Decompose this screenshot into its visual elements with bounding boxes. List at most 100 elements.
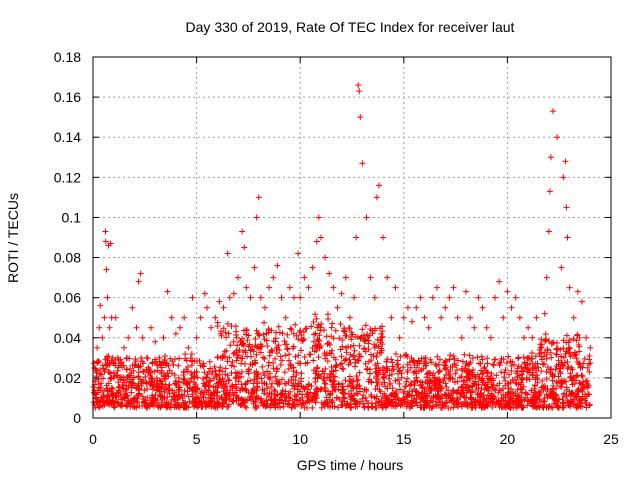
data-point	[442, 304, 449, 311]
data-point	[434, 353, 441, 360]
data-point	[224, 358, 231, 365]
data-point	[467, 359, 474, 366]
data-point	[217, 328, 224, 335]
data-point	[110, 369, 117, 376]
data-point	[484, 355, 491, 362]
data-point	[557, 370, 564, 377]
data-point	[207, 399, 214, 406]
data-point	[421, 314, 428, 321]
data-point	[128, 389, 135, 396]
data-point	[373, 373, 380, 380]
data-point	[128, 384, 135, 391]
data-point	[396, 380, 403, 387]
data-point	[135, 369, 142, 376]
data-point	[346, 314, 353, 321]
data-point	[97, 302, 104, 309]
data-point	[573, 337, 580, 344]
data-point	[488, 370, 495, 377]
data-point	[100, 375, 107, 382]
data-point	[192, 389, 199, 396]
data-point	[428, 359, 435, 366]
data-point	[347, 404, 354, 411]
data-point	[494, 382, 501, 389]
data-point	[148, 324, 155, 331]
y-tick-label: 0.1	[62, 209, 82, 225]
data-point	[541, 360, 548, 367]
data-point	[352, 356, 359, 363]
data-point	[157, 377, 164, 384]
data-point	[366, 366, 373, 373]
data-point	[392, 351, 399, 358]
data-point	[250, 380, 257, 387]
data-point	[340, 386, 347, 393]
data-point	[350, 392, 357, 399]
data-point	[384, 274, 391, 281]
data-point	[261, 319, 268, 326]
data-point	[566, 284, 573, 291]
data-point	[234, 394, 241, 401]
data-point	[529, 350, 536, 357]
data-point	[171, 389, 178, 396]
data-point	[185, 344, 192, 351]
y-tick-labels: 0 0.02 0.04 0.06 0.08 0.1 0.12 0.14 0.16 0.18	[54, 49, 81, 426]
data-point	[477, 394, 484, 401]
data-point	[112, 314, 119, 321]
data-point	[303, 325, 310, 332]
data-point	[442, 380, 449, 387]
data-point	[102, 238, 109, 245]
data-point	[117, 389, 124, 396]
data-point	[404, 304, 411, 311]
data-point	[205, 387, 212, 394]
data-point	[292, 353, 299, 360]
data-point	[207, 365, 214, 372]
data-point	[553, 346, 560, 353]
data-point	[193, 394, 200, 401]
data-point	[508, 304, 515, 311]
data-point	[554, 134, 561, 141]
data-point	[277, 353, 284, 360]
data-point	[301, 274, 308, 281]
data-point	[161, 356, 168, 363]
data-point	[201, 290, 208, 297]
data-point	[181, 314, 188, 321]
data-point	[515, 354, 522, 361]
data-point	[575, 361, 582, 368]
data-point	[312, 378, 319, 385]
data-point	[284, 345, 291, 352]
data-point	[541, 310, 548, 317]
data-point	[365, 346, 372, 353]
data-point	[171, 371, 178, 378]
data-point	[558, 264, 565, 271]
data-point	[239, 400, 246, 407]
data-point	[240, 342, 247, 349]
data-point	[318, 386, 325, 393]
data-point	[105, 400, 112, 407]
data-point	[248, 396, 255, 403]
data-point	[292, 377, 299, 384]
data-point	[189, 357, 196, 364]
data-point	[277, 391, 284, 398]
data-point	[420, 404, 427, 411]
data-point	[176, 355, 183, 362]
data-point	[429, 294, 436, 301]
data-point	[121, 344, 128, 351]
data-point	[301, 404, 308, 411]
data-point	[157, 394, 164, 401]
data-point	[185, 393, 192, 400]
data-point	[154, 367, 161, 374]
data-point	[255, 394, 262, 401]
data-point	[454, 402, 461, 409]
data-point	[411, 386, 418, 393]
data-point	[418, 391, 425, 398]
data-point	[536, 351, 543, 358]
data-point	[214, 389, 221, 396]
data-point	[229, 382, 236, 389]
data-point	[383, 367, 390, 374]
data-point	[490, 382, 497, 389]
data-point	[357, 335, 364, 342]
data-point	[270, 365, 277, 372]
data-point	[233, 348, 240, 355]
data-point	[466, 384, 473, 391]
data-point	[298, 370, 305, 377]
data-point	[513, 377, 520, 384]
